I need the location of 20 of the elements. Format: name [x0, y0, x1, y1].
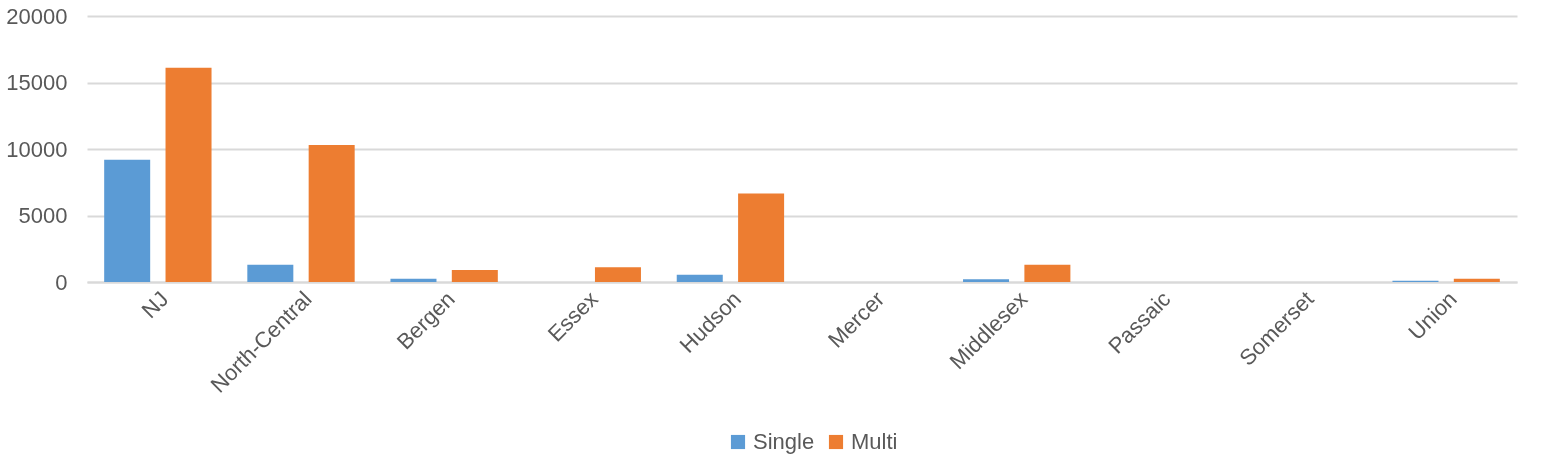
x-tick-label: NJ [136, 286, 174, 324]
y-tick-label: 15000 [6, 70, 68, 95]
bar [594, 267, 641, 282]
bar [1453, 278, 1500, 282]
legend-label: Single [753, 429, 815, 454]
bar [963, 279, 1010, 282]
bar [738, 193, 785, 282]
y-tick-label: 20000 [6, 3, 68, 29]
bar [247, 264, 294, 282]
y-tick-label: 5000 [18, 203, 68, 228]
bar [390, 278, 437, 282]
legend-label: Multi [851, 429, 898, 454]
bar [165, 67, 212, 282]
bar [676, 274, 723, 282]
bar [1024, 264, 1071, 282]
bar [104, 159, 151, 282]
bar [308, 145, 355, 282]
y-tick-label: 10000 [6, 136, 68, 162]
bar [451, 270, 498, 282]
y-tick-label: 0 [55, 269, 68, 295]
